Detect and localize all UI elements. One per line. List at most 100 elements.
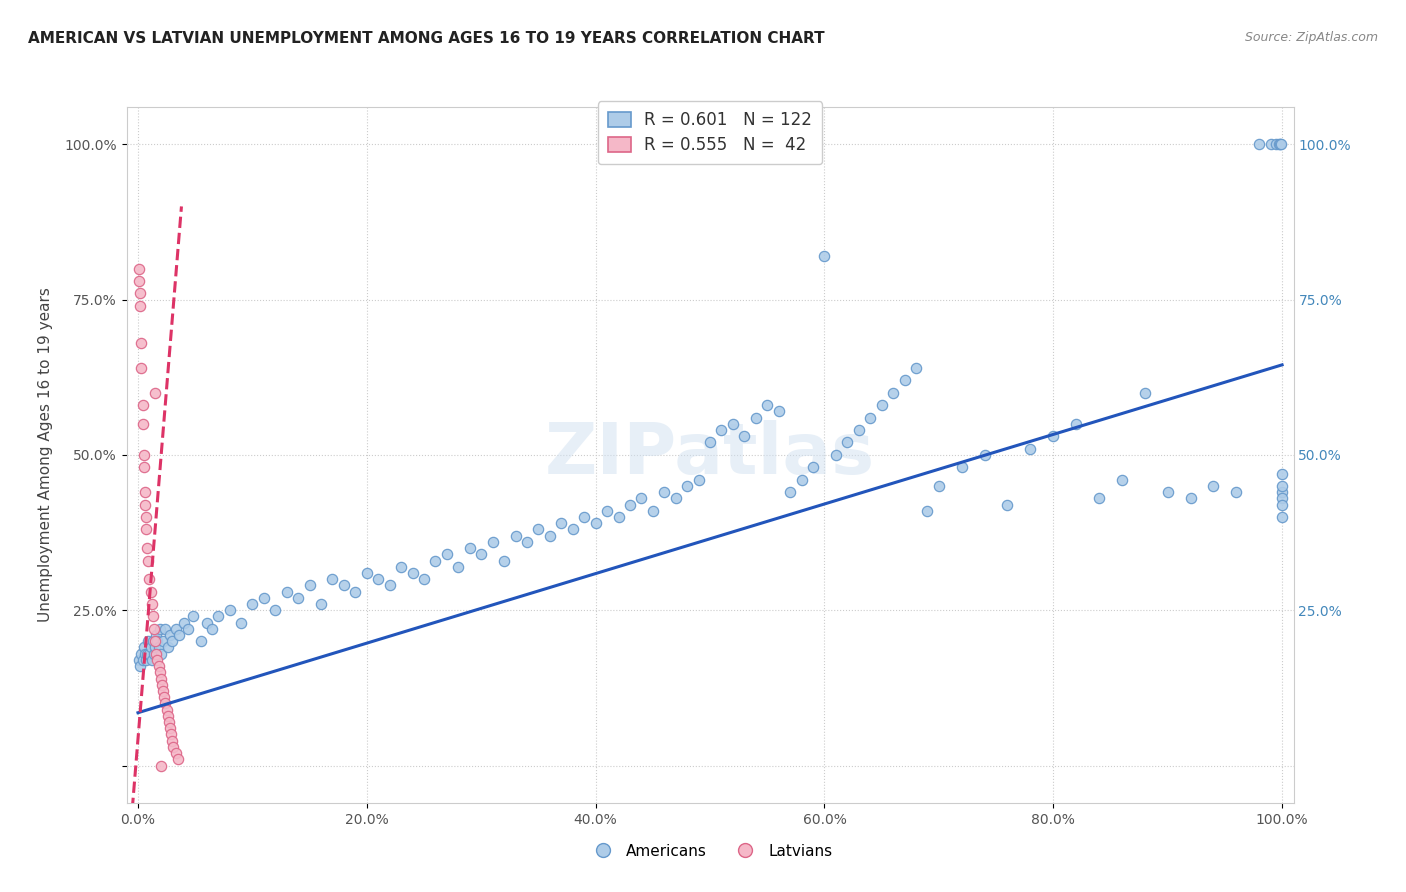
Y-axis label: Unemployment Among Ages 16 to 19 years: Unemployment Among Ages 16 to 19 years [38, 287, 53, 623]
Point [1265, 137, 1288, 152]
Point [745, 410, 768, 425]
Point [538, 529, 561, 543]
Point [550, 516, 572, 531]
Point [665, 491, 688, 506]
Point [156, 640, 179, 655]
Point [481, 534, 503, 549]
Point [145, 628, 167, 642]
Point [1225, 485, 1247, 500]
Point [1111, 473, 1133, 487]
Point [447, 559, 470, 574]
Point [128, 261, 150, 276]
Point [893, 373, 915, 387]
Point [425, 553, 447, 567]
Point [1271, 491, 1294, 506]
Point [143, 385, 166, 400]
Point [201, 622, 224, 636]
Point [596, 504, 619, 518]
Point [389, 559, 412, 574]
Point [505, 529, 527, 543]
Point [155, 622, 177, 636]
Point [141, 597, 163, 611]
Point [131, 653, 153, 667]
Point [494, 553, 516, 567]
Point [344, 584, 367, 599]
Point [1271, 510, 1294, 524]
Point [848, 423, 870, 437]
Point [367, 572, 389, 586]
Text: Source: ZipAtlas.com: Source: ZipAtlas.com [1244, 31, 1378, 45]
Point [128, 274, 150, 288]
Point [790, 473, 813, 487]
Point [585, 516, 607, 531]
Point [132, 640, 155, 655]
Point [699, 435, 721, 450]
Point [138, 647, 160, 661]
Point [378, 578, 401, 592]
Point [181, 609, 204, 624]
Point [1271, 479, 1294, 493]
Point [1270, 137, 1292, 152]
Point [165, 746, 187, 760]
Point [973, 448, 995, 462]
Point [149, 672, 172, 686]
Point [190, 634, 212, 648]
Point [572, 510, 595, 524]
Point [134, 647, 156, 661]
Point [149, 758, 172, 772]
Point [141, 653, 163, 667]
Point [1267, 137, 1289, 152]
Point [131, 417, 153, 431]
Point [1019, 442, 1042, 456]
Point [721, 417, 744, 431]
Point [159, 628, 181, 642]
Point [165, 622, 187, 636]
Point [710, 423, 733, 437]
Point [142, 609, 165, 624]
Point [756, 398, 779, 412]
Point [136, 634, 159, 648]
Point [825, 448, 848, 462]
Point [1156, 485, 1178, 500]
Point [813, 249, 835, 263]
Point [148, 659, 170, 673]
Point [321, 572, 343, 586]
Point [527, 523, 550, 537]
Point [1260, 137, 1282, 152]
Point [997, 498, 1019, 512]
Point [1088, 491, 1111, 506]
Point [153, 690, 176, 705]
Point [401, 566, 423, 580]
Point [146, 634, 169, 648]
Point [131, 336, 153, 351]
Point [143, 622, 166, 636]
Text: ZIPatlas: ZIPatlas [546, 420, 875, 490]
Point [131, 361, 153, 376]
Point [619, 498, 641, 512]
Point [132, 460, 155, 475]
Point [132, 448, 155, 462]
Point [177, 622, 200, 636]
Point [1268, 137, 1291, 152]
Point [870, 398, 893, 412]
Point [516, 534, 538, 549]
Point [152, 684, 174, 698]
Point [134, 485, 156, 500]
Point [1180, 491, 1202, 506]
Point [356, 566, 378, 580]
Point [917, 504, 939, 518]
Point [162, 634, 184, 648]
Point [837, 435, 859, 450]
Point [139, 640, 162, 655]
Point [129, 286, 152, 301]
Point [1271, 485, 1294, 500]
Point [1249, 137, 1271, 152]
Point [470, 547, 492, 561]
Point [298, 578, 321, 592]
Point [630, 491, 652, 506]
Point [195, 615, 218, 630]
Point [1064, 417, 1087, 431]
Point [733, 429, 755, 443]
Point [139, 584, 162, 599]
Point [162, 733, 184, 747]
